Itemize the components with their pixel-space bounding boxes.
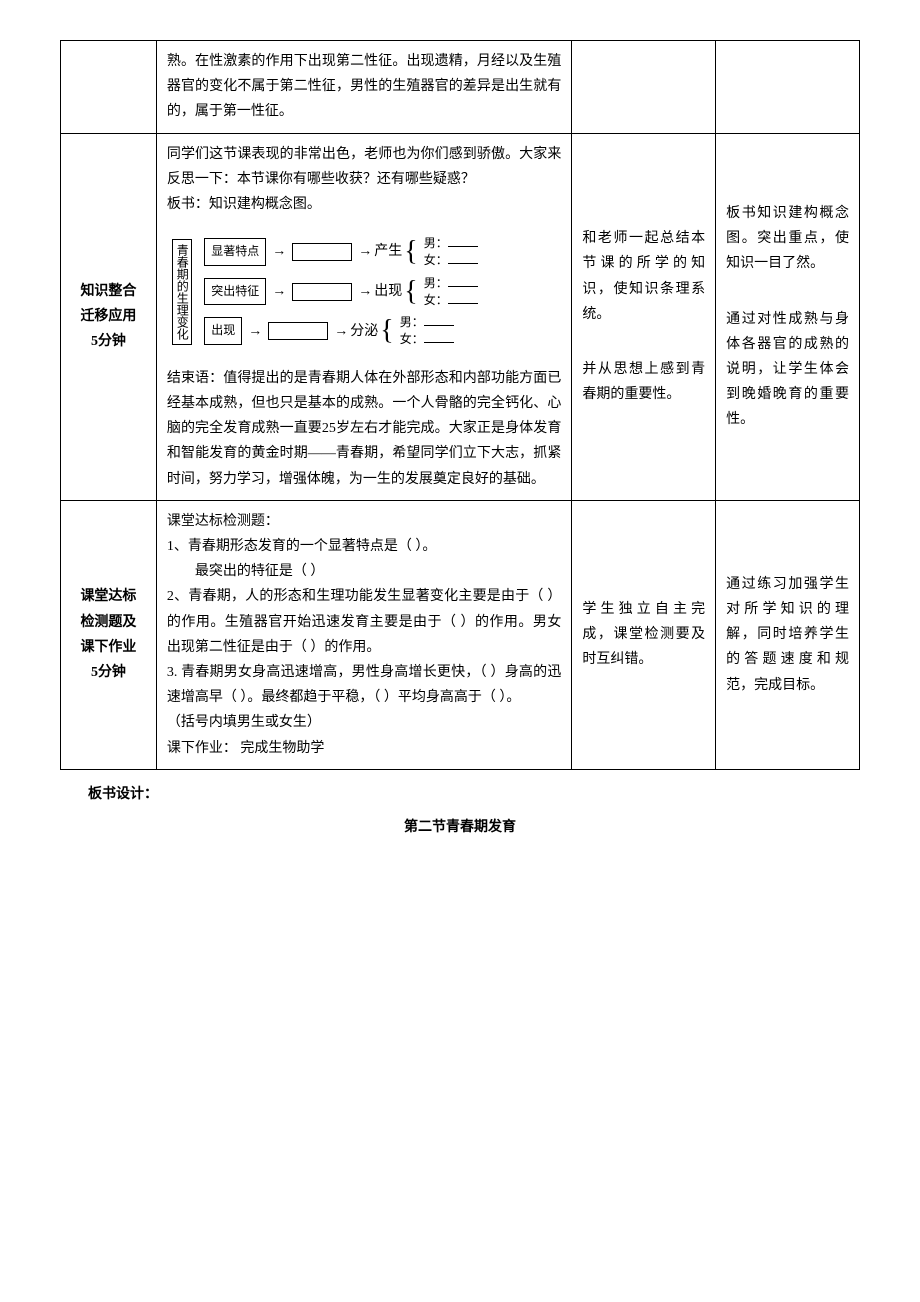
row2-col4-p2: 通过对性成熟与身体各器官的成熟的说明，让学生体会到晚婚晚育的重要性。	[726, 307, 849, 433]
male-label: 男：	[424, 236, 448, 250]
row3-col1-line4: 5分钟	[71, 660, 146, 685]
row3-col2: 课堂达标检测题： 1、青春期形态发育的一个显著特点是（ ）。 最突出的特征是（ …	[156, 500, 571, 769]
feature3-box: 出现	[204, 317, 242, 345]
blank-box	[292, 243, 352, 261]
row3-q2: 2、青春期，人的形态和生理功能发生显著变化主要是由于（ ）的作用。生殖器官开始迅…	[167, 584, 561, 660]
table-row: 课堂达标 检测题及 课下作业 5分钟 课堂达标检测题： 1、青春期形态发育的一个…	[61, 500, 860, 769]
table-row: 熟。在性激素的作用下出现第二性征。出现遗精，月经以及生殖器官的变化不属于第二性征…	[61, 41, 860, 134]
row2-col3-p1: 和老师一起总结本节课的所学的知识，使知识条理系统。	[582, 226, 705, 327]
row3-q3: 3. 青春期男女身高迅速增高，男性身高增长更快，（ ）身高的迅速增高早（ ）。最…	[167, 660, 561, 710]
row2-col1: 知识整合 迁移应用 5分钟	[61, 133, 157, 500]
row3-col1-line1: 课堂达标	[71, 584, 146, 609]
row3-q1: 1、青春期形态发育的一个显著特点是（ ）。	[167, 534, 561, 559]
feature2-box: 突出特征	[204, 278, 266, 306]
row2-col1-line1: 知识整合	[71, 279, 146, 304]
row3-q3note: （括号内填男生或女生）	[167, 710, 561, 735]
arrow-icon: →	[248, 319, 262, 344]
male-label: 男：	[400, 315, 424, 329]
row3-homework: 课下作业： 完成生物助学	[167, 736, 561, 761]
row2-conclusion: 结束语：值得提出的是青春期人体在外部形态和内部功能方面已经基本成熟，但也只是基本…	[167, 366, 561, 492]
diagram-left-label: 青春期的生理变化	[172, 239, 192, 345]
female-label: 女：	[424, 253, 448, 267]
row3-col4: 通过练习加强学生对所学知识的理解，同时培养学生的答题速度和规范，完成目标。	[716, 500, 860, 769]
lesson-plan-table: 熟。在性激素的作用下出现第二性征。出现遗精，月经以及生殖器官的变化不属于第二性征…	[60, 40, 860, 770]
row2-board: 板书：知识建构概念图。	[167, 192, 561, 217]
row3-col3: 学生独立自主完成，课堂检测要及时互纠错。	[572, 500, 716, 769]
arrow-icon: →	[272, 279, 286, 304]
table-row: 知识整合 迁移应用 5分钟 同学们这节课表现的非常出色，老师也为你们感到骄傲。大…	[61, 133, 860, 500]
row2-col3-p2: 并从思想上感到青春期的重要性。	[582, 357, 705, 407]
row2-col4: 板书知识建构概念图。突出重点，使知识一目了然。 通过对性成熟与身体各器官的成熟的…	[716, 133, 860, 500]
arrow-icon: →	[272, 239, 286, 264]
row1-col1	[61, 41, 157, 134]
row2-col2: 同学们这节课表现的非常出色，老师也为你们感到骄傲。大家来反思一下：本节课你有哪些…	[156, 133, 571, 500]
diagram-row-1: 显著特点 → → 产生 { 男： 女：	[200, 235, 556, 269]
male-label: 男：	[424, 276, 448, 290]
row2-col3: 和老师一起总结本节课的所学的知识，使知识条理系统。 并从思想上感到青春期的重要性…	[572, 133, 716, 500]
row2-col1-line3: 5分钟	[71, 329, 146, 354]
row3-col1-line3: 课下作业	[71, 635, 146, 660]
bracket-icon: {	[404, 278, 417, 306]
section-title: 第二节青春期发育	[60, 815, 860, 840]
produce-label: 产生	[374, 239, 402, 264]
row3-q1b: 最突出的特征是（ ）	[167, 559, 561, 584]
female-label: 女：	[424, 293, 448, 307]
row3-title: 课堂达标检测题：	[167, 509, 561, 534]
row1-content: 熟。在性激素的作用下出现第二性征。出现遗精，月经以及生殖器官的变化不属于第二性征…	[167, 54, 561, 119]
row1-col3	[572, 41, 716, 134]
blank-box	[268, 322, 328, 340]
arrow-icon: →	[334, 319, 348, 344]
diagram-row-2: 突出特征 → → 出现 { 男： 女：	[200, 275, 556, 309]
row2-intro: 同学们这节课表现的非常出色，老师也为你们感到骄傲。大家来反思一下：本节课你有哪些…	[167, 142, 561, 192]
row3-col1: 课堂达标 检测题及 课下作业 5分钟	[61, 500, 157, 769]
row2-col4-p1: 板书知识建构概念图。突出重点，使知识一目了然。	[726, 201, 849, 277]
row3-col3-text: 学生独立自主完成，课堂检测要及时互纠错。	[582, 602, 705, 667]
board-design-label: 板书设计：	[60, 782, 860, 807]
row1-col4	[716, 41, 860, 134]
blank-box	[292, 283, 352, 301]
bracket-icon: {	[380, 317, 393, 345]
female-label: 女：	[400, 332, 424, 346]
concept-diagram: 青春期的生理变化 显著特点 → → 产生 { 男： 女：	[167, 227, 561, 356]
row3-col1-line2: 检测题及	[71, 610, 146, 635]
row1-col2: 熟。在性激素的作用下出现第二性征。出现遗精，月经以及生殖器官的变化不属于第二性征…	[156, 41, 571, 134]
arrow-icon: →	[358, 239, 372, 264]
row3-col4-text: 通过练习加强学生对所学知识的理解，同时培养学生的答题速度和规范，完成目标。	[726, 577, 849, 693]
secrete-label: 分泌	[350, 319, 378, 344]
feature1-box: 显著特点	[204, 238, 266, 266]
arrow-icon: →	[358, 279, 372, 304]
row2-col1-line2: 迁移应用	[71, 304, 146, 329]
appear-label: 出现	[374, 279, 402, 304]
diagram-row-3: 出现 → → 分泌 { 男： 女：	[200, 314, 556, 348]
bracket-icon: {	[404, 238, 417, 266]
